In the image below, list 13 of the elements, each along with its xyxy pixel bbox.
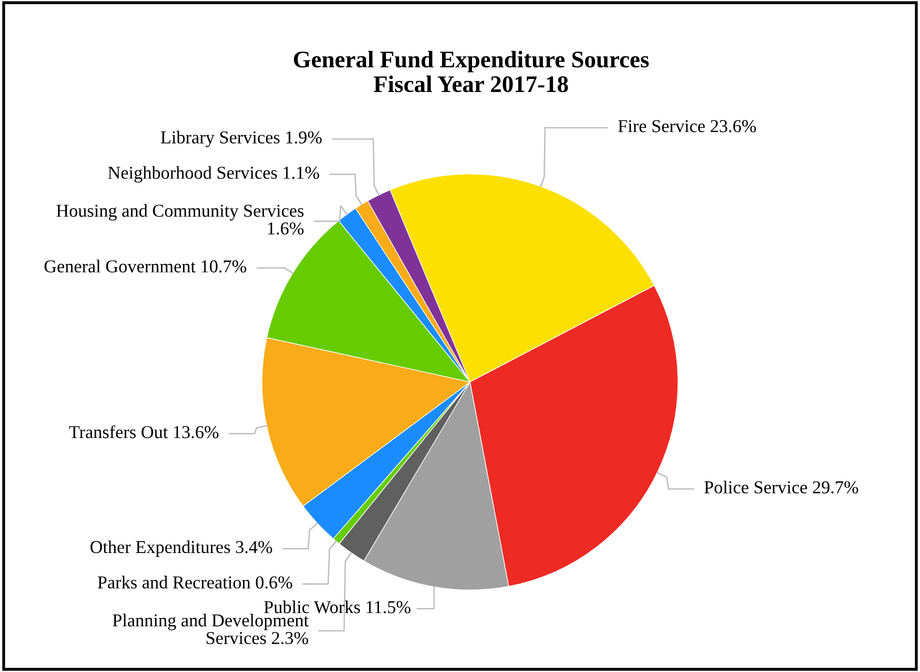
slice-label: Transfers Out 13.6% — [69, 425, 218, 438]
slice-label: General Government 10.7% — [44, 260, 246, 273]
slice-label: Other Expenditures 3.4% — [90, 540, 272, 557]
slice-label: Neighborhood Services 1.1% — [108, 166, 320, 183]
slice-label: Public Works 11.5% — [264, 600, 410, 614]
slice-label: Housing and Community Services — [56, 204, 304, 221]
data-label: 1.6% — [268, 222, 304, 235]
slice-label: Parks and Recreation 0.6% — [98, 576, 292, 589]
slice-label: Library Services 1.9% — [160, 130, 322, 148]
slice-label: Fire Service 23.6% — [618, 120, 756, 132]
slice-label: Police Service 29.7% — [704, 480, 858, 494]
slice-label: Planning and Development Services 2.3% — [112, 614, 309, 644]
chart-title: General Fund Expenditure Sources Fiscal Year 2017-18 — [294, 50, 649, 92]
